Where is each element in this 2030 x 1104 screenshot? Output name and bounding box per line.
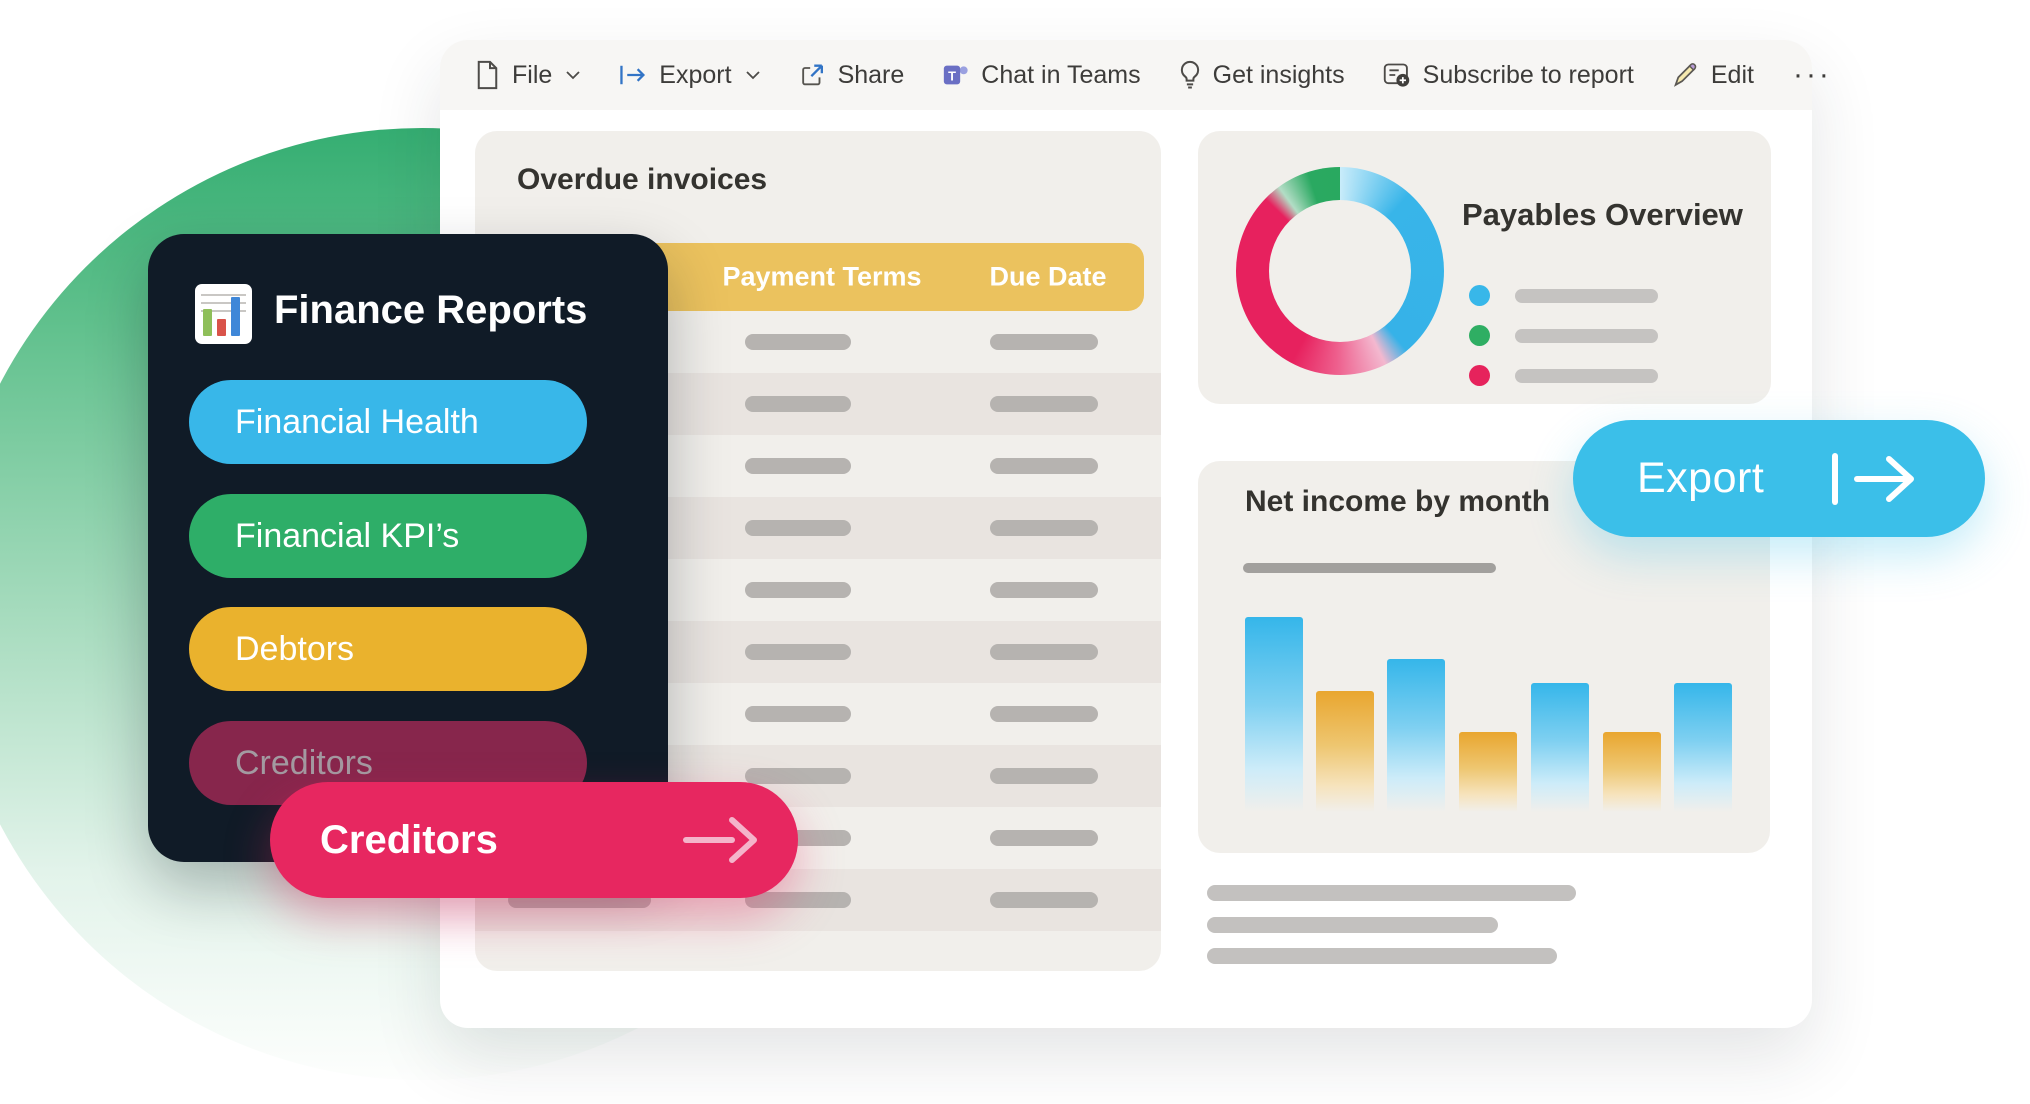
sidebar-title: Finance Reports: [274, 288, 588, 332]
export-icon: [618, 62, 648, 88]
cell-placeholder-bar: [745, 334, 851, 350]
chat-in-teams-button[interactable]: T Chat in Teams: [941, 60, 1141, 90]
chevron-down-icon: [745, 70, 761, 80]
sidebar-item-financial-kpi-s[interactable]: Financial KPI’s: [189, 494, 587, 578]
export-callout-button[interactable]: Export: [1573, 420, 1985, 537]
cell-placeholder-bar: [745, 582, 851, 598]
sidebar-item-financial-health[interactable]: Financial Health: [189, 380, 587, 464]
cell-placeholder-bar: [990, 830, 1098, 846]
cell-placeholder-bar: [745, 396, 851, 412]
creditors-callout-label: Creditors: [320, 817, 498, 862]
arrow-right-icon: [683, 817, 757, 863]
net-income-bar: [1387, 659, 1445, 812]
teams-icon: T: [941, 61, 970, 89]
legend-item: [1469, 365, 1658, 386]
pencil-icon: [1671, 61, 1700, 89]
payables-donut-chart: [1236, 167, 1444, 375]
chat-in-teams-label: Chat in Teams: [981, 60, 1141, 89]
bar-chart-icon: [195, 284, 252, 344]
subscribe-to-report-button[interactable]: Subscribe to report: [1382, 61, 1634, 90]
creditors-callout-button[interactable]: Creditors: [270, 782, 798, 898]
sidebar-item-debtors[interactable]: Debtors: [189, 607, 587, 691]
file-label: File: [512, 60, 553, 89]
export-callout-label: Export: [1637, 454, 1765, 502]
net-income-bar: [1245, 617, 1303, 812]
share-icon: [798, 61, 827, 89]
cell-placeholder-bar: [990, 706, 1098, 722]
column-header-payment-terms: Payment Terms: [722, 261, 922, 292]
net-income-bar: [1531, 683, 1589, 812]
edit-label: Edit: [1710, 60, 1754, 89]
legend-item: [1469, 325, 1658, 346]
toolbar: File Export Sha: [440, 40, 1829, 110]
finance-reports-sidebar: Finance Reports Financial Health Financia…: [148, 234, 668, 862]
placeholder-text-line: [1207, 885, 1576, 901]
file-icon: [474, 60, 501, 90]
subscribe-to-report-label: Subscribe to report: [1422, 60, 1634, 89]
cell-placeholder-bar: [990, 768, 1098, 784]
cell-placeholder-bar: [990, 582, 1098, 598]
net-income-bar: [1674, 683, 1732, 812]
legend-dot: [1469, 325, 1490, 346]
legend-dot: [1469, 285, 1490, 306]
share-button[interactable]: Share: [798, 60, 905, 90]
overdue-invoices-title: Overdue invoices: [517, 163, 768, 196]
column-header-due-date: Due Date: [989, 261, 1107, 292]
net-income-card: Net income by month: [1198, 461, 1770, 853]
payables-legend: [1469, 285, 1658, 405]
cell-placeholder-bar: [745, 892, 851, 908]
net-income-bar: [1316, 691, 1374, 812]
share-label: Share: [837, 60, 905, 89]
get-insights-button[interactable]: Get insights: [1178, 60, 1345, 90]
cell-placeholder-bar: [990, 892, 1098, 908]
get-insights-label: Get insights: [1212, 60, 1345, 89]
net-income-subtitle-placeholder: [1243, 563, 1496, 573]
cell-placeholder-bar: [990, 396, 1098, 412]
bar-arrow-right-icon: [1832, 452, 1914, 505]
cell-placeholder-bar: [990, 520, 1098, 536]
net-income-bar: [1459, 732, 1517, 812]
placeholder-text-line: [1207, 948, 1557, 964]
legend-placeholder-bar: [1515, 368, 1658, 383]
export-label: Export: [659, 60, 732, 89]
cell-placeholder-bar: [745, 458, 851, 474]
legend-item: [1469, 285, 1658, 306]
lightbulb-icon: [1178, 60, 1202, 90]
payables-overview-card: Payables Overview: [1198, 131, 1771, 404]
placeholder-text-line: [1207, 917, 1498, 933]
cell-placeholder-bar: [990, 458, 1098, 474]
file-menu[interactable]: File: [474, 60, 581, 90]
net-income-bar: [1603, 732, 1661, 812]
svg-text:T: T: [948, 68, 956, 83]
legend-placeholder-bar: [1515, 328, 1658, 343]
more-options-button[interactable]: ···: [1792, 58, 1832, 91]
cell-placeholder-bar: [745, 706, 851, 722]
cell-placeholder-bar: [745, 644, 851, 660]
legend-dot: [1469, 365, 1490, 386]
export-menu[interactable]: Export: [618, 61, 760, 90]
legend-placeholder-bar: [1515, 288, 1658, 303]
edit-button[interactable]: Edit: [1671, 61, 1754, 90]
cell-placeholder-bar: [745, 520, 851, 536]
cell-placeholder-bar: [745, 768, 851, 784]
chevron-down-icon: [565, 70, 581, 80]
net-income-title: Net income by month: [1245, 485, 1551, 518]
cell-placeholder-bar: [990, 334, 1098, 350]
subscribe-icon: [1382, 61, 1412, 89]
payables-overview-title: Payables Overview: [1462, 197, 1743, 232]
cell-placeholder-bar: [990, 644, 1098, 660]
